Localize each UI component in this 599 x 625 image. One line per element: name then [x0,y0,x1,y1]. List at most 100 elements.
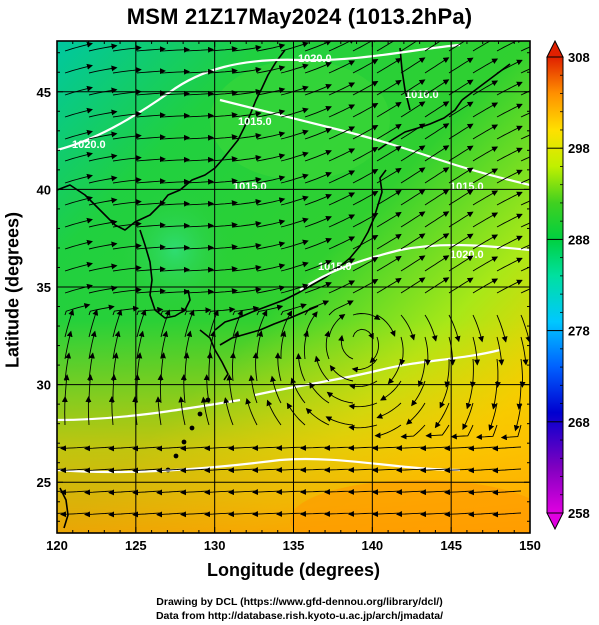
wind-streamline [178,396,186,426]
wind-streamline [256,304,284,316]
wind-streamline [376,41,402,52]
wind-streamline [496,235,523,250]
isobar-label: 1015.0 [233,181,267,193]
wind-streamline [256,131,286,140]
wind-streamline [295,353,306,382]
wind-streamline [136,156,166,163]
wind-streamline [448,211,474,228]
wind-streamline [136,90,166,97]
wind-streamline [520,68,530,74]
wind-streamline [520,244,530,250]
wind-streamline [328,104,356,118]
wind-streamline [400,255,426,272]
wind-streamline [160,134,190,141]
wind-streamline [280,63,309,74]
wind-streamline [472,124,499,140]
wind-streamline [136,309,147,338]
wind-streamline [328,41,356,52]
colorbar-tick-label: 288 [568,232,590,247]
wind-streamline [448,79,474,96]
wind-streamline [376,314,396,337]
wind-streamline [88,109,118,118]
wind-streamline [64,173,93,184]
wind-streamline [88,131,118,140]
y-axis-label: Latitude (degrees) [2,211,23,369]
wind-streamline [411,380,426,407]
wind-streamline [352,257,379,272]
wind-streamline [496,213,523,228]
wind-streamline [280,195,309,206]
wind-streamline [387,358,402,385]
wind-streamline [208,222,238,229]
wind-streamline [424,233,450,250]
wind-streamline [280,330,287,359]
wind-streamline [304,259,332,272]
wind-streamline [328,192,356,206]
credit-data: Data from http://database.rish.kyoto-u.a… [155,610,444,622]
wind-streamline [270,375,282,404]
wind-streamline [136,112,166,119]
wind-streamline [305,407,330,426]
wind-streamline [352,59,379,74]
y-tick-label: 30 [37,378,51,393]
wind-streamline [274,352,282,382]
wind-streamline [88,219,118,228]
wind-streamline [180,374,187,404]
wind-streamline [472,168,499,184]
x-axis-label: Longitude (degrees) [206,560,380,580]
wind-streamline [424,314,438,342]
wind-streamline [424,79,450,96]
wind-streamline [352,147,379,162]
x-tick-label: 135 [283,538,305,553]
wind-streamline [304,149,332,162]
wind-streamline [450,424,474,440]
wind-streamline [520,288,530,294]
wind-streamline [472,212,499,228]
wind-streamline [448,189,474,206]
wind-streamline [88,43,118,52]
wind-streamline [338,334,354,360]
wind-streamline [448,101,474,118]
wind-streamline [136,200,166,207]
wind-streamline [232,66,262,74]
wind-streamline [472,336,481,366]
wind-streamline [252,352,259,382]
wind-streamline [304,127,332,140]
wind-streamline [232,286,262,294]
wind-streamline [492,445,522,452]
wind-streamline [496,279,523,294]
map-title: MSM 21Z17May2024 (1013.2hPa) [126,4,473,29]
wind-streamline [520,112,530,118]
wind-streamline [376,79,402,96]
wind-streamline [208,200,238,207]
wind-streamline [352,328,374,340]
wind-streamline [492,467,522,474]
wind-streamline [200,396,210,426]
wind-streamline [472,278,499,294]
wind-streamline [520,336,529,366]
wind-streamline [160,244,190,251]
wind-streamline [232,154,262,162]
wind-streamline [376,57,402,74]
wind-streamline [223,397,234,426]
wind-streamline [376,233,402,250]
wind-streamline [496,81,523,96]
wind-streamline [184,156,214,163]
wind-streamline [376,101,402,118]
wind-streamline [232,264,262,272]
wind-streamline [424,41,442,52]
wind-streamline [280,107,309,118]
isobar-label: 1020.0 [450,249,484,261]
wind-streamline [64,129,93,140]
lat-lon-grid [56,41,531,533]
wind-streamline [303,330,309,360]
wind-streamline [160,200,190,207]
wind-streamline [329,364,354,382]
wind-streamline [280,261,309,272]
wind-streamline [376,189,402,206]
wind-streamline [491,380,498,410]
x-tick-label: 145 [440,538,462,553]
wind-streamline [184,288,214,295]
wind-streamline [424,145,450,162]
wind-streamline [400,123,426,140]
